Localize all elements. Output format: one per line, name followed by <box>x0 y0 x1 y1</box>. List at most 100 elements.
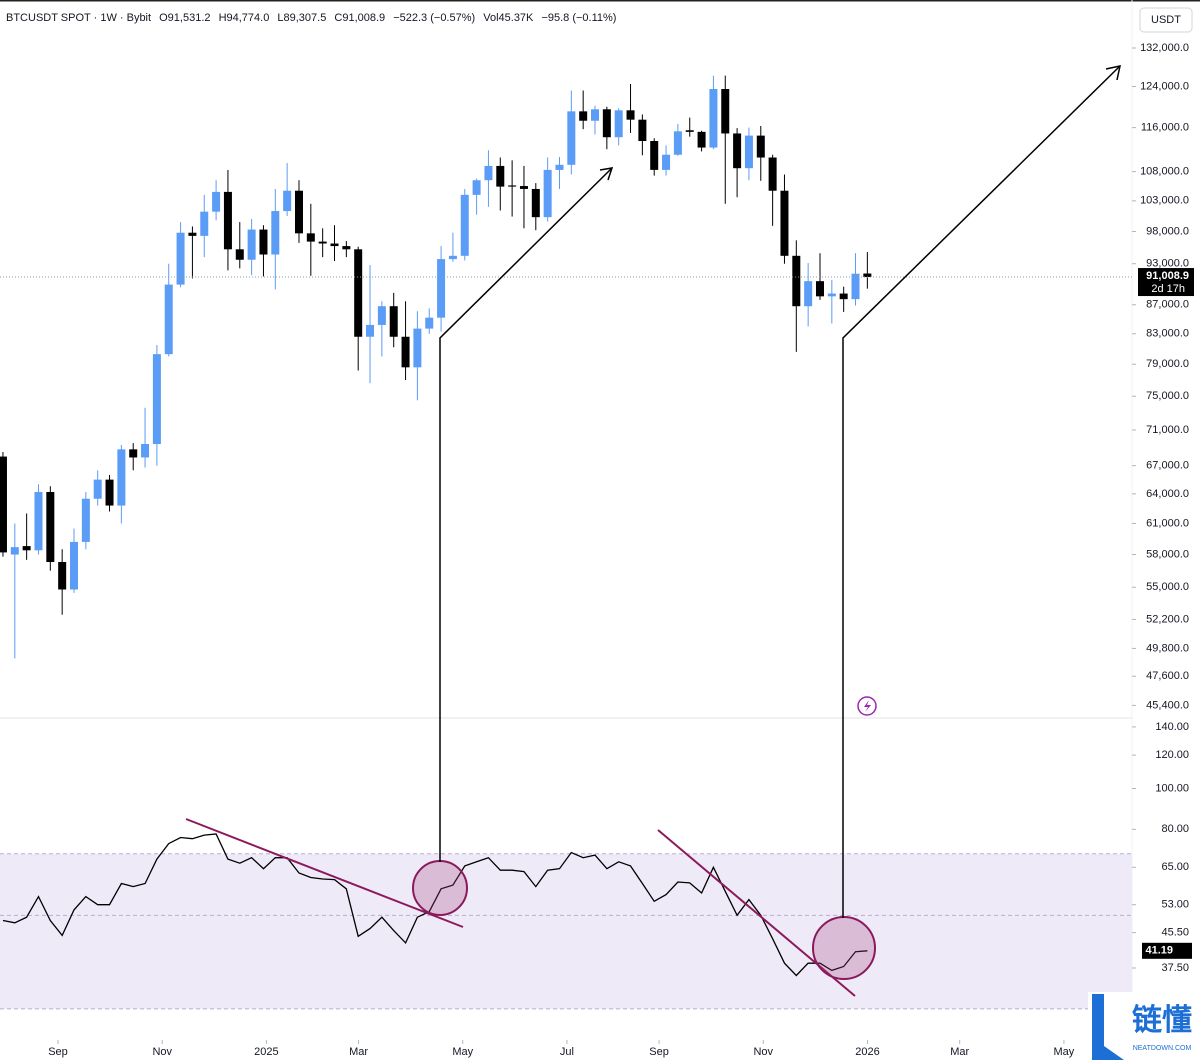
candle-body <box>164 284 173 355</box>
candle-body <box>792 255 801 307</box>
header: BTCUSDT SPOT · 1W · Bybit O91,531.2 H94,… <box>6 12 616 24</box>
trend-line <box>657 829 856 997</box>
candle-body <box>413 328 422 368</box>
y-tick-label: 80.00 <box>1161 823 1189 835</box>
candle-body <box>448 255 457 260</box>
candle-body <box>70 541 79 590</box>
candle-body <box>58 562 67 590</box>
highlight-circle <box>812 916 876 980</box>
candle-body <box>188 232 197 236</box>
ohlc-high: H94,774.0 <box>219 12 270 24</box>
watermark-logo <box>1092 994 1124 1060</box>
candle-body <box>531 188 540 218</box>
y-tick-label: 132,000.0 <box>1140 42 1189 54</box>
volume: Vol45.37K <box>483 12 534 24</box>
candle-body <box>543 169 552 218</box>
currency-button[interactable] <box>1139 7 1193 33</box>
y-tick-label: 100.00 <box>1155 782 1189 794</box>
candle-body <box>306 233 315 242</box>
rsi-value-label: 41.19 <box>1145 945 1173 957</box>
y-tick-label: 65.00 <box>1161 861 1189 873</box>
y-tick-label: 64,000.0 <box>1146 488 1189 500</box>
x-tick-label: Sep <box>649 1046 669 1058</box>
candle-body <box>673 131 682 155</box>
y-tick-label: 37.50 <box>1161 962 1189 974</box>
candle-body <box>235 249 244 260</box>
candle-body <box>768 157 777 191</box>
y-tick-label: 124,000.0 <box>1140 80 1189 92</box>
alert-bolt <box>864 700 871 712</box>
candle-body <box>662 154 671 170</box>
rsi-band-layer <box>0 853 1132 1010</box>
candle-body <box>93 479 102 499</box>
candle-body <box>354 249 363 337</box>
ohlc-open: O91,531.2 <box>159 12 210 24</box>
highlight-circle <box>412 860 468 916</box>
candle-body <box>484 165 493 181</box>
candle-body <box>81 498 90 542</box>
candle-body <box>496 165 505 187</box>
countdown: 2d 17h <box>1151 283 1185 295</box>
alert-icon[interactable] <box>857 696 877 716</box>
watermark: 链懂 NEATDOWN.COM <box>1088 992 1200 1062</box>
candle-body <box>804 281 813 307</box>
candle-body <box>839 293 848 300</box>
change: −522.3 (−0.57%) <box>393 12 475 24</box>
y-tick-label: 45,400.0 <box>1146 699 1189 711</box>
annotations <box>185 65 1121 997</box>
y-tick-label: 52,200.0 <box>1146 613 1189 625</box>
candle-body <box>22 546 31 551</box>
candle-body <box>744 135 753 169</box>
x-tick-label: 2025 <box>254 1046 278 1058</box>
candle-body <box>685 130 694 132</box>
y-tick-label: 120.00 <box>1155 749 1189 761</box>
candle-body <box>851 273 860 300</box>
currency[interactable]: USDT <box>1151 14 1181 26</box>
y-tick-label: 61,000.0 <box>1146 517 1189 529</box>
arrow-head <box>1105 65 1121 81</box>
watermark-site: NEATDOWN.COM <box>1133 1045 1192 1052</box>
rsi-value-box <box>1142 942 1192 959</box>
marks-layer: 132,000.0 124,000.0 116,000.0 108,000.0 103,… <box>0 42 1194 1058</box>
candle-body <box>650 141 659 170</box>
y-tick-label: 79,000.0 <box>1146 358 1189 370</box>
y-tick-label: 103,000.0 <box>1140 195 1189 207</box>
ohlc-close: C91,008.9 <box>334 12 385 24</box>
candle-body <box>152 354 161 445</box>
trend-line <box>185 818 464 928</box>
candle-body <box>34 491 43 551</box>
candle-body <box>721 89 730 134</box>
candle-body <box>0 456 7 553</box>
y-tick-label: 87,000.0 <box>1146 299 1189 311</box>
candle-body <box>389 306 398 337</box>
candle-body <box>863 273 872 278</box>
candle-body <box>176 232 185 285</box>
arrow-line <box>439 167 613 862</box>
ohlc-low: L89,307.5 <box>277 12 326 24</box>
candle-body <box>591 109 600 121</box>
x-tick-label: Mar <box>349 1046 368 1058</box>
candle-body <box>259 229 268 255</box>
arrow-head <box>599 167 614 181</box>
y-tick-label: 58,000.0 <box>1146 548 1189 560</box>
candle-body <box>283 190 292 212</box>
y-tick-label: 93,000.0 <box>1146 258 1189 270</box>
candle-body <box>401 336 410 368</box>
candle-body <box>460 194 469 256</box>
y-tick-label: 49,800.0 <box>1146 642 1189 654</box>
y-tick-label: 75,000.0 <box>1146 390 1189 402</box>
candle-body <box>200 211 209 236</box>
x-tick-label: May <box>452 1046 473 1058</box>
y-tick-label: 83,000.0 <box>1146 328 1189 340</box>
candle-body <box>425 317 434 329</box>
symbol: BTCUSDT SPOT · 1W · Bybit <box>6 12 151 24</box>
rsi-line <box>2 833 868 977</box>
candle-body <box>10 547 19 555</box>
candle-body <box>602 109 611 138</box>
y-tick-label: 140.00 <box>1155 721 1189 733</box>
candle-body <box>330 243 339 247</box>
last-price-box <box>1138 268 1194 297</box>
candle-body <box>519 186 528 189</box>
